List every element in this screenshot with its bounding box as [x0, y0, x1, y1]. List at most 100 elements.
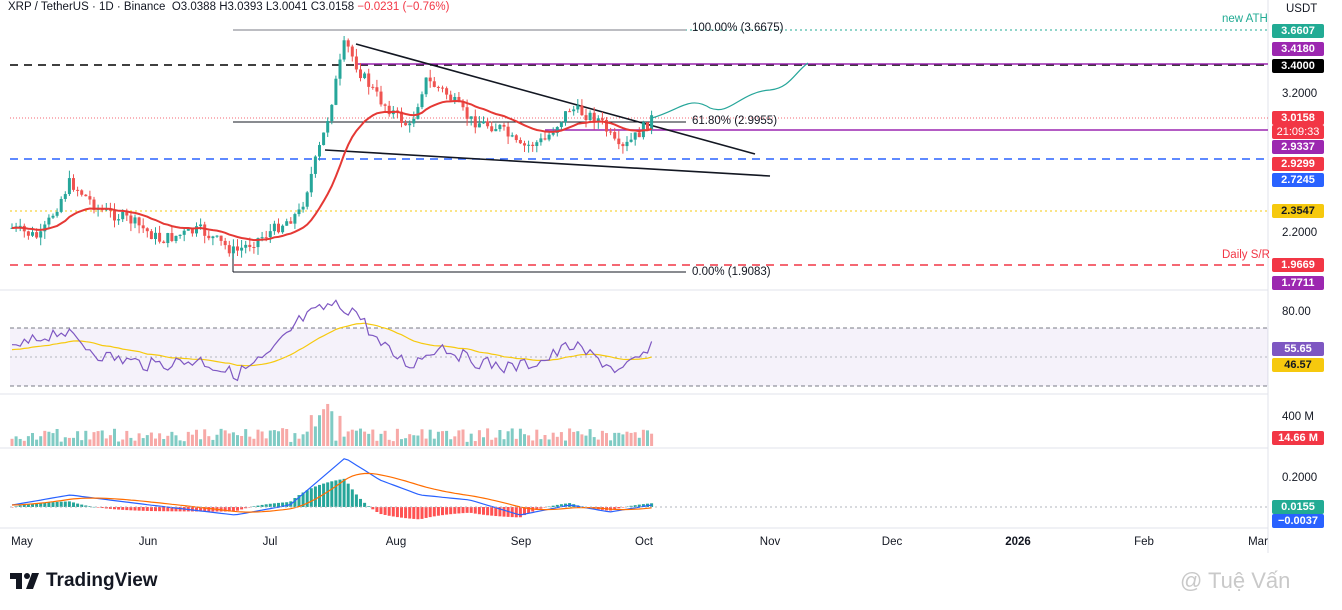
symbol-name[interactable]: XRP / TetherUS · 1D · Binance [8, 1, 166, 13]
volume-bar [158, 433, 162, 446]
volume-bar [72, 437, 75, 446]
macd-hist-bar [72, 502, 75, 507]
volume-bar [359, 428, 362, 446]
volume-group [10, 403, 654, 446]
volume-bar [400, 439, 403, 446]
macd-hist-bar [145, 507, 149, 511]
candle-body [84, 194, 88, 197]
macd-hist-bar [551, 505, 555, 507]
macd-hist-bar [256, 505, 260, 507]
candle-body [256, 238, 260, 248]
volume-bar [465, 441, 469, 446]
volume-bar [650, 433, 654, 446]
candle-body [387, 105, 391, 115]
candle-body [465, 107, 469, 119]
volume-bar [154, 438, 157, 446]
macd-hist-bar [240, 507, 244, 510]
volume-bar [625, 431, 629, 446]
macd-hist-bar [219, 507, 223, 512]
price-tag-1-7711: 1.7711 [1272, 276, 1324, 290]
macd-hist-bar [88, 506, 92, 507]
macd-hist-bar [158, 507, 162, 512]
macd-hist-bar [277, 502, 280, 507]
volume-bar [506, 431, 510, 446]
candle-body [289, 221, 293, 224]
macd-hist-bar [231, 507, 235, 512]
volume-bar [322, 409, 326, 446]
x-tick-dec: Dec [881, 536, 903, 548]
macd-hist-bar [441, 507, 444, 516]
volume-bar [514, 438, 518, 446]
candle-body [605, 119, 608, 132]
volume-bar [646, 430, 649, 446]
volume-bar [326, 403, 330, 446]
candle-body [334, 78, 338, 105]
candle-body [170, 233, 174, 241]
macd-hist-bar [301, 492, 305, 507]
fib-0-label: 0.00% (1.9083) [692, 266, 771, 278]
volume-bar [580, 434, 584, 446]
macd-hist-bar [305, 490, 309, 507]
tradingview-logo[interactable]: TradingView [10, 570, 158, 592]
macd-hist-bar [268, 503, 272, 507]
candle-body [236, 246, 239, 251]
volume-bar [47, 431, 51, 446]
volume-bar [92, 432, 96, 446]
macd-hist-bar [436, 507, 440, 516]
volume-bar [252, 438, 256, 446]
macd-hist-bar [453, 507, 457, 514]
volume-bar [395, 428, 399, 446]
candle-body [67, 178, 71, 195]
candle-body [223, 240, 227, 246]
candle-body [596, 118, 600, 123]
volume-bar [174, 435, 178, 446]
macd-hist-bar [428, 507, 432, 518]
macd-hist-bar [346, 483, 350, 507]
candle-body [547, 134, 551, 140]
volume-bar [441, 431, 444, 446]
volume-bar [121, 439, 125, 446]
volume-bar [408, 434, 412, 446]
candle-body [486, 121, 490, 127]
volume-bar [633, 432, 637, 446]
volume-bar [301, 434, 305, 446]
volume-bar [244, 429, 248, 446]
candle-body [416, 107, 420, 119]
volume-bar [482, 437, 485, 446]
daily-sr-label: Daily S/R [1222, 249, 1270, 261]
macd-hist-bar [113, 507, 116, 510]
macd-hist-bar [629, 505, 633, 507]
candle-body [178, 234, 182, 236]
volume-bar [404, 438, 408, 446]
candle-body [297, 209, 301, 215]
candle-body [121, 211, 125, 220]
candle-body [281, 225, 285, 233]
candle-body [145, 228, 149, 232]
macd-hist-bar [445, 507, 449, 515]
candle-body [51, 215, 55, 218]
candle-body [322, 132, 326, 146]
candle-body [26, 231, 30, 236]
volume-bar [461, 429, 465, 446]
volume-bar [559, 432, 563, 446]
candle-body [248, 244, 252, 247]
candle-body [207, 235, 211, 239]
currency-label[interactable]: USDT [1286, 3, 1318, 15]
price-tag-2-9337: 2.9337 [1272, 140, 1324, 154]
volume-bar [67, 437, 71, 446]
candle-body [580, 105, 584, 116]
volume-bar [199, 439, 203, 446]
volume-bar [527, 435, 531, 446]
candle-body [10, 227, 14, 229]
volume-bar [367, 433, 371, 446]
candle-body [305, 192, 309, 207]
price-tag-2-7245: 2.7245 [1272, 173, 1324, 187]
volume-bar [293, 433, 297, 446]
volume-bar [84, 430, 88, 446]
price-tag-ath: 3.6607 [1272, 24, 1324, 38]
candle-body [72, 178, 75, 190]
volume-bar [141, 438, 145, 446]
candle-body [113, 210, 116, 221]
volume-bar [391, 441, 395, 446]
